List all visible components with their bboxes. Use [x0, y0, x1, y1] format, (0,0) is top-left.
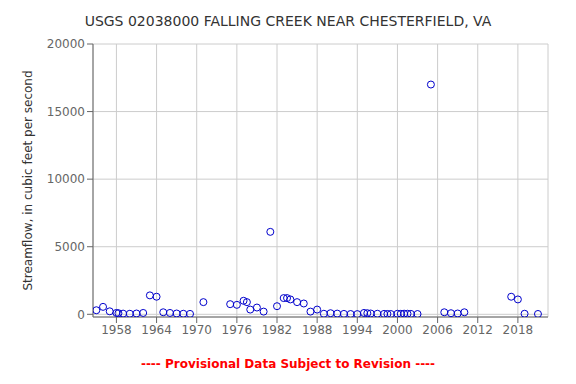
svg-text:Streamflow, in cubic feet per: Streamflow, in cubic feet per second — [21, 70, 35, 290]
svg-text:2018: 2018 — [503, 323, 534, 337]
svg-text:0: 0 — [77, 308, 85, 322]
svg-text:1964: 1964 — [141, 323, 172, 337]
svg-text:1988: 1988 — [302, 323, 333, 337]
svg-text:5000: 5000 — [54, 240, 85, 254]
svg-text:1970: 1970 — [181, 323, 212, 337]
svg-text:1958: 1958 — [101, 323, 132, 337]
svg-text:1982: 1982 — [262, 323, 293, 337]
svg-text:1976: 1976 — [222, 323, 253, 337]
svg-text:2006: 2006 — [422, 323, 453, 337]
svg-text:15000: 15000 — [47, 105, 85, 119]
html-text:---- Provisional Data Subject: ---- Provisional Data Subject to Revisio… — [140, 357, 436, 371]
svg-text:2012: 2012 — [462, 323, 493, 337]
svg-text:1994: 1994 — [342, 323, 373, 337]
svg-text:10000: 10000 — [47, 172, 85, 186]
svg-text:20000: 20000 — [47, 37, 85, 51]
svg-text:2000: 2000 — [382, 323, 413, 337]
html-text:USGS 02038000 FALLING CREEK NE: USGS 02038000 FALLING CREEK NEAR CHESTER… — [84, 13, 492, 29]
